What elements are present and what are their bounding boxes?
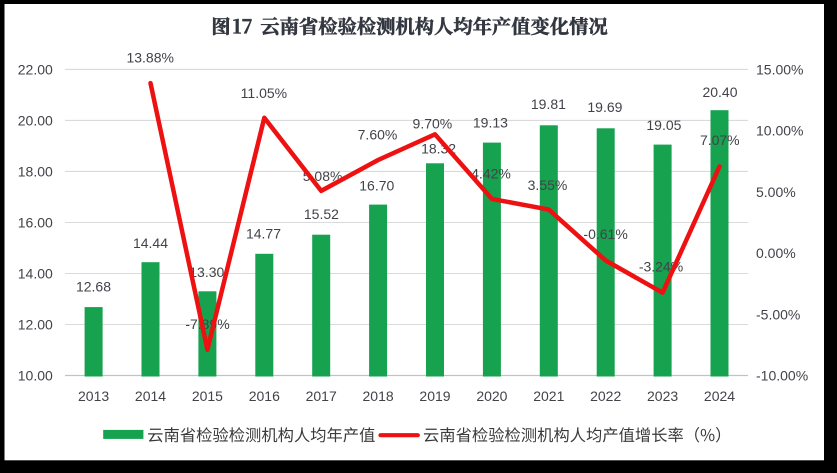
svg-text:10.00%: 10.00% xyxy=(756,123,803,139)
svg-text:12.68: 12.68 xyxy=(76,279,111,295)
svg-text:2020: 2020 xyxy=(476,388,507,404)
svg-text:-0.61%: -0.61% xyxy=(583,226,627,242)
svg-text:7.60%: 7.60% xyxy=(358,127,398,143)
svg-text:13.30: 13.30 xyxy=(189,264,224,280)
svg-text:14.77: 14.77 xyxy=(246,225,281,241)
svg-text:18.32: 18.32 xyxy=(421,141,456,157)
svg-text:12.00: 12.00 xyxy=(18,317,53,333)
svg-text:9.70%: 9.70% xyxy=(413,115,453,131)
svg-text:14.00: 14.00 xyxy=(18,266,53,282)
svg-text:19.81: 19.81 xyxy=(531,96,566,112)
svg-text:2019: 2019 xyxy=(419,388,450,404)
svg-text:2017: 2017 xyxy=(306,388,337,404)
svg-text:20.40: 20.40 xyxy=(702,84,737,100)
svg-text:22.00: 22.00 xyxy=(18,61,53,77)
svg-text:19.69: 19.69 xyxy=(587,99,622,115)
svg-text:10.00: 10.00 xyxy=(18,368,53,384)
svg-text:-7.89%: -7.89% xyxy=(185,316,229,332)
svg-text:13.88%: 13.88% xyxy=(126,49,173,65)
svg-text:2013: 2013 xyxy=(78,388,109,404)
svg-text:4.42%: 4.42% xyxy=(471,165,511,181)
svg-text:19.05: 19.05 xyxy=(646,117,681,133)
svg-text:2022: 2022 xyxy=(590,388,621,404)
svg-text:2016: 2016 xyxy=(249,388,280,404)
svg-text:-10.00%: -10.00% xyxy=(756,368,808,384)
svg-text:2014: 2014 xyxy=(135,388,166,404)
svg-text:20.00: 20.00 xyxy=(18,112,53,128)
svg-text:15.52: 15.52 xyxy=(304,206,339,222)
svg-text:19.13: 19.13 xyxy=(473,114,508,130)
svg-text:2024: 2024 xyxy=(704,388,735,404)
svg-text:14.44: 14.44 xyxy=(133,235,168,251)
svg-text:18.00: 18.00 xyxy=(18,163,53,179)
svg-text:16.70: 16.70 xyxy=(359,178,394,194)
svg-text:-5.00%: -5.00% xyxy=(756,306,800,322)
svg-text:5.00%: 5.00% xyxy=(756,184,796,200)
svg-text:2018: 2018 xyxy=(363,388,394,404)
svg-text:2015: 2015 xyxy=(192,388,223,404)
svg-text:0.00%: 0.00% xyxy=(756,245,796,261)
svg-text:3.55%: 3.55% xyxy=(528,177,568,193)
svg-text:11.05%: 11.05% xyxy=(241,85,287,101)
svg-text:2021: 2021 xyxy=(533,388,564,404)
svg-text:15.00%: 15.00% xyxy=(756,61,803,77)
svg-text:16.00: 16.00 xyxy=(18,215,53,231)
svg-text:7.07%: 7.07% xyxy=(700,132,740,148)
svg-text:2023: 2023 xyxy=(647,388,678,404)
